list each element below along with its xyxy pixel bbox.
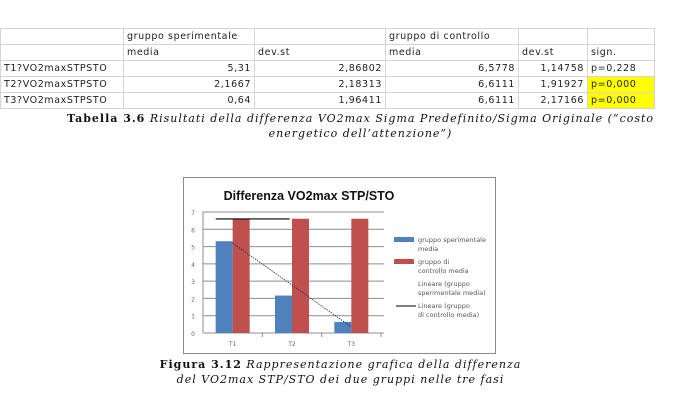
x-tick-label: T3 xyxy=(347,341,356,348)
y-tick-label: 4 xyxy=(191,262,195,269)
table-row: T2?VO2maxSTPSTO 2,1667 2,18313 6,6111 1,… xyxy=(0,76,655,93)
chart-title: Differenza VO2max STP/STO xyxy=(224,189,395,203)
bar-chart: Differenza VO2max STP/STO 0 1 2 3 4 5 6 7 T1 T2 T3 g… xyxy=(183,177,496,354)
y-tick-label: 0 xyxy=(191,331,195,338)
bar-T1-sperimentale xyxy=(215,241,233,333)
y-tick-label: 3 xyxy=(191,279,195,286)
table-caption: Tabella 3.6 Risultati della differenza V… xyxy=(66,112,655,140)
header-devst: dev.st xyxy=(254,44,386,61)
group-header-row: gruppo sperimentale gruppo di controllo xyxy=(0,28,655,45)
sub-header-row: media dev.st media dev.st sign. xyxy=(0,44,655,61)
bar-T3-sperimentale xyxy=(334,321,352,333)
header-media: media xyxy=(385,44,519,61)
legend-label: Lineare (gruppo di controllo media) xyxy=(418,302,479,319)
results-table: gruppo sperimentale gruppo di controllo … xyxy=(0,28,655,109)
group-header-controllo: gruppo di controllo xyxy=(385,28,519,45)
trendline-sperimentale xyxy=(232,242,352,328)
y-tick-label: 1 xyxy=(191,314,195,321)
header-devst: dev.st xyxy=(518,44,588,61)
x-tick-label: T1 xyxy=(228,341,237,348)
legend-swatch xyxy=(394,259,414,264)
group-header-sperimentale: gruppo sperimentale xyxy=(123,28,255,45)
y-tick-label: 7 xyxy=(191,210,195,217)
bar-T1-controllo xyxy=(232,219,250,333)
bar-T2-controllo xyxy=(292,218,309,333)
header-sign: sign. xyxy=(587,44,655,61)
header-media: media xyxy=(123,44,255,61)
legend-label: gruppo di controllo media xyxy=(418,258,469,275)
bar-T2-sperimentale xyxy=(275,295,292,333)
legend-label: Lineare (gruppo sperimentale media) xyxy=(418,280,486,297)
y-tick-label: 5 xyxy=(191,245,195,252)
y-tick-label: 2 xyxy=(191,296,195,303)
x-tick-label: T2 xyxy=(287,341,296,348)
bar-T3-controllo xyxy=(351,218,369,333)
chart-svg: Differenza VO2max STP/STO 0 1 2 3 4 5 6 7 T1 T2 T3 g… xyxy=(191,189,486,348)
table-row: T3?VO2maxSTPSTO 0,64 1,96411 6,6111 2,17… xyxy=(0,92,655,109)
legend-swatch xyxy=(394,237,414,242)
legend-label: gruppo sperimentale media xyxy=(418,236,486,253)
figure-caption: Figura 3.12 Rappresentazione grafica del… xyxy=(159,358,522,386)
table-row: T1?VO2maxSTPSTO 5,31 2,86802 6,5778 1,14… xyxy=(0,60,655,77)
y-tick-label: 6 xyxy=(191,227,195,234)
